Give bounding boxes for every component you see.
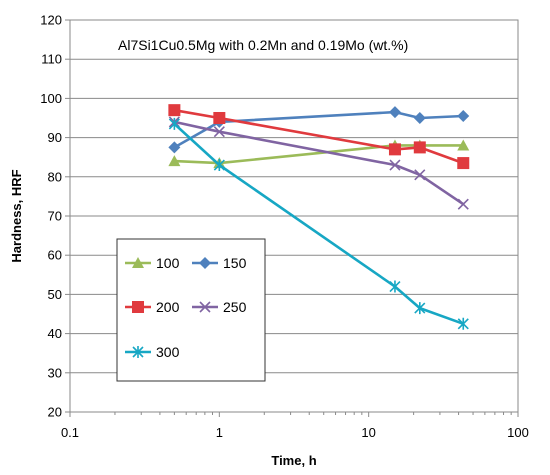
y-axis-title: Hardness, HRF	[9, 169, 24, 262]
y-tick-label: 120	[40, 13, 62, 28]
data-point-300	[389, 280, 401, 293]
data-point-200	[168, 104, 181, 117]
data-point-300	[457, 317, 469, 330]
legend-label: 300	[156, 344, 180, 360]
y-tick-label: 70	[48, 209, 62, 224]
y-tick-label: 80	[48, 169, 62, 184]
data-point-200	[413, 141, 426, 154]
series-300	[168, 117, 469, 330]
data-point-100	[168, 155, 181, 167]
data-point-250	[457, 198, 469, 210]
legend-marker	[132, 346, 144, 358]
legend-entry-100: 100	[125, 255, 180, 271]
series-150	[168, 106, 470, 154]
data-point-250	[389, 159, 401, 171]
y-tick-label: 50	[48, 287, 62, 302]
data-point-200	[388, 143, 401, 156]
data-point-250	[213, 126, 225, 138]
legend-marker	[199, 301, 211, 313]
data-point-150	[168, 141, 181, 154]
y-tick-label: 60	[48, 248, 62, 263]
data-point-200	[213, 112, 226, 124]
series-group	[168, 104, 470, 330]
x-tick-label: 10	[361, 425, 375, 440]
legend-marker	[132, 257, 144, 268]
y-tick-label: 40	[48, 326, 62, 341]
data-point-150	[388, 106, 401, 119]
legend: 100 150 200 250 300	[116, 238, 266, 382]
chart-title: Al7Si1Cu0.5Mg with 0.2Mn and 0.19Mo (wt.…	[118, 37, 408, 53]
data-point-100	[457, 139, 470, 151]
legend-label: 250	[223, 299, 247, 315]
legend-marker	[132, 301, 144, 313]
legend-entry-300: 300	[125, 344, 180, 360]
x-tick-label: 1	[216, 425, 223, 440]
y-tick-label: 90	[48, 130, 62, 145]
data-point-300	[168, 117, 180, 130]
x-tick-label: 100	[507, 425, 529, 440]
data-point-300	[414, 302, 426, 315]
legend-label: 100	[156, 255, 180, 271]
x-axis-title: Time, h	[271, 453, 316, 468]
legend-entry-150: 150	[192, 255, 247, 271]
legend-entry-200: 200	[125, 299, 180, 315]
y-tick-label: 20	[48, 405, 62, 420]
legend-label: 150	[223, 255, 247, 271]
series-250	[168, 116, 469, 210]
y-tick-label: 100	[40, 91, 62, 106]
data-point-150	[457, 110, 470, 123]
y-tick-label: 110	[41, 52, 62, 67]
data-point-150	[413, 112, 426, 124]
data-point-200	[457, 157, 470, 170]
data-point-250	[414, 169, 426, 181]
data-point-300	[213, 159, 225, 172]
legend-label: 200	[156, 299, 180, 315]
y-tick-label: 30	[48, 365, 62, 380]
legend-entry-250: 250	[192, 299, 247, 315]
legend-marker	[199, 257, 211, 269]
x-tick-label: 0.1	[61, 425, 79, 440]
series-200	[168, 104, 470, 170]
